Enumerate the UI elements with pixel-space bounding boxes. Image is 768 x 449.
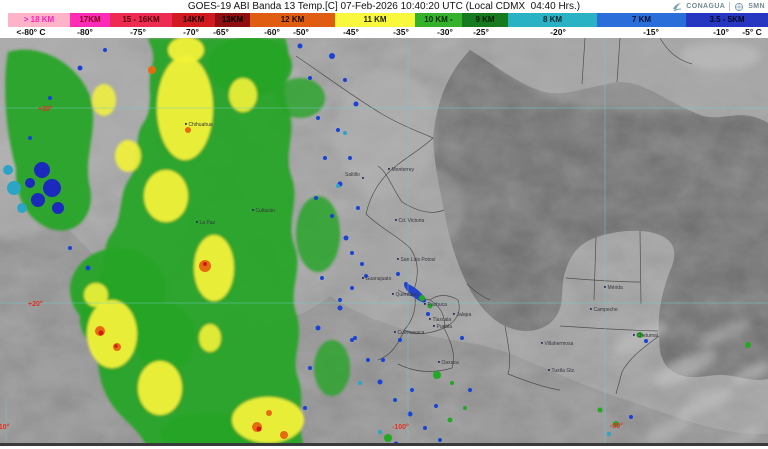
scale-segment: 3.5 - 5KM	[686, 13, 768, 27]
temp-label: -65°	[213, 27, 229, 37]
grid-labels: +30° +20° -110° -100° -90°	[0, 105, 623, 431]
smn-logo: SMN	[748, 3, 765, 10]
city-label: Saltillo	[345, 172, 360, 178]
temp-label: -70°	[183, 27, 199, 37]
bottom-margin	[0, 446, 768, 449]
city-label: La Paz	[200, 220, 216, 226]
latlon-grid	[0, 38, 768, 443]
city-label: Pachuca	[428, 302, 448, 308]
city-label: Monterrey	[392, 167, 415, 173]
city-label: Chihuahua	[189, 122, 213, 128]
scale-segment: 10 KM -	[415, 13, 462, 27]
logo-divider	[729, 2, 731, 11]
cloud-speckles	[3, 43, 751, 447]
page-title: GOES-19 ABI Banda 13 Temp.[C] 07-Feb-202…	[187, 1, 581, 12]
temp-label: -25°	[473, 27, 489, 37]
city-label: Tuxtla Gtz.	[552, 368, 576, 374]
city-label: Jalapa	[457, 312, 472, 318]
temp-label: -50°	[293, 27, 309, 37]
bottom-border	[0, 443, 768, 446]
scale-segment: 12 KM	[250, 13, 335, 27]
color-scale-bar: > 18 KM 17KM 15 - 16KM 14KM 13KM 12 KM 1…	[8, 13, 768, 27]
agency-logos: CONAGUA SMN	[672, 1, 765, 12]
grid-label: +30°	[38, 105, 53, 113]
city-label: Cd. Victoria	[399, 218, 425, 224]
storm-cloud-band	[5, 38, 350, 449]
temp-label: -5° C	[742, 27, 762, 37]
grid-label: -100°	[392, 423, 409, 431]
grid-label: -90°	[610, 422, 623, 430]
scale-segment: 14KM	[172, 13, 215, 27]
header-bar: GOES-19 ABI Banda 13 Temp.[C] 07-Feb-202…	[0, 0, 768, 13]
conagua-icon	[673, 2, 682, 11]
smn-icon	[735, 2, 744, 11]
temp-label: -60°	[264, 27, 280, 37]
scale-segment: 8 KM	[508, 13, 597, 27]
scale-segment: 17KM	[70, 13, 110, 27]
city-label: Tlaxcala	[433, 317, 452, 323]
conagua-logo: CONAGUA	[686, 3, 726, 10]
grid-label: +20°	[28, 300, 43, 308]
city-label: Querétaro	[396, 292, 419, 298]
grid-label: -110°	[0, 423, 10, 431]
city-label: Cuernavaca	[398, 330, 425, 336]
scale-segment: 11 KM	[335, 13, 415, 27]
temp-label: -35°	[393, 27, 409, 37]
scale-segment: 7 KM	[597, 13, 686, 27]
temp-label: -10°	[713, 27, 729, 37]
city-label: San Luis Potosí	[401, 257, 437, 263]
city-label: Chetumal	[637, 333, 658, 339]
city-label: Culiacán	[256, 208, 276, 214]
scale-segment: > 18 KM	[8, 13, 70, 27]
temp-label: -75°	[130, 27, 146, 37]
temp-label: <-80° C	[16, 27, 46, 37]
city-label: Mérida	[608, 285, 624, 291]
scale-segment: 15 - 16KM	[110, 13, 172, 27]
satellite-map: +30° +20° -110° -100° -90° Chihuahua Mon…	[0, 38, 768, 449]
city-label: Villahermosa	[545, 341, 574, 347]
city-labels: Chihuahua Monterrey Saltillo Cd. Victori…	[185, 122, 658, 374]
intense-convection-spots	[95, 66, 288, 439]
temp-label: -30°	[437, 27, 453, 37]
city-label: Campeche	[594, 307, 618, 313]
temp-label: -15°	[643, 27, 659, 37]
temp-label: -45°	[343, 27, 359, 37]
temp-label: -20°	[550, 27, 566, 37]
temperature-tick-row: <-80° C -80° -75° -70° -65° -60° -50° -4…	[0, 27, 768, 38]
scale-segment: 9 KM	[462, 13, 508, 27]
city-label: Oaxaca	[442, 360, 459, 366]
city-label: Puebla	[437, 324, 453, 330]
city-label: Guanajuato	[366, 276, 392, 282]
temp-label: -80°	[77, 27, 93, 37]
scale-segment: 13KM	[215, 13, 250, 27]
satellite-image: +30° +20° -110° -100° -90° Chihuahua Mon…	[0, 38, 768, 449]
boundary-lines	[295, 38, 693, 395]
